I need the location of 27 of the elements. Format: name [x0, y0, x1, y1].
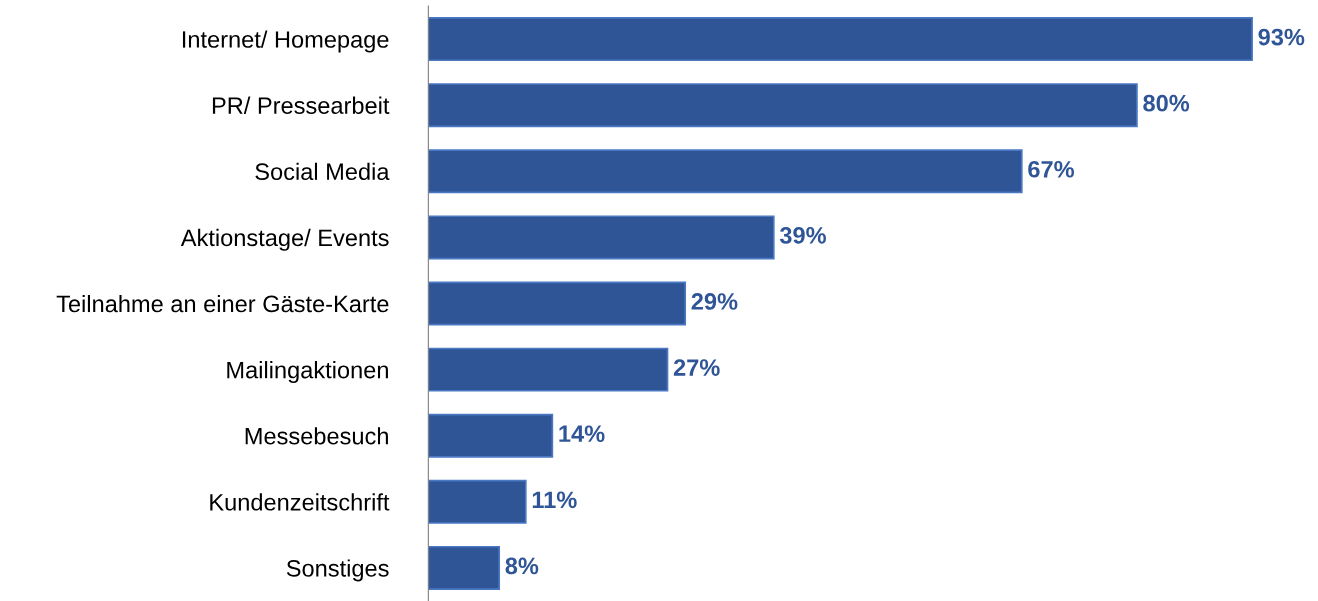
data-label: 27%	[673, 359, 720, 376]
y-tick-label: Social Media	[255, 162, 390, 181]
data-label: 39%	[779, 227, 826, 244]
data-label: 93%	[1258, 28, 1305, 46]
y-tick-label: Mailingaktionen	[227, 361, 388, 384]
bar	[428, 347, 669, 392]
data-label: 11%	[532, 491, 577, 509]
bar	[428, 479, 527, 524]
data-label: 80%	[1143, 94, 1190, 112]
y-tick-label: PR/ Pressearbeit	[212, 96, 390, 114]
data-label: 67%	[1028, 160, 1074, 178]
y-tick-label: Kundenzeitschrift	[210, 493, 390, 511]
bar	[428, 413, 554, 458]
data-label: 29%	[691, 293, 738, 310]
bar	[428, 83, 1138, 128]
data-label: 14%	[559, 425, 605, 443]
bar	[428, 215, 775, 260]
y-tick-label: Teilnahme an einer Gäste-Karte	[56, 294, 389, 313]
bar	[428, 17, 1253, 62]
bar	[428, 149, 1023, 194]
data-label: 8%	[505, 557, 539, 575]
y-tick-label: Internet/ Homepage	[182, 30, 389, 53]
y-tick-label: Sonstiges	[286, 559, 389, 582]
bar	[428, 281, 687, 326]
y-tick-label: Messebesuch	[245, 427, 388, 445]
y-tick-label: Aktionstage/ Events	[180, 228, 389, 251]
bar	[428, 545, 501, 590]
